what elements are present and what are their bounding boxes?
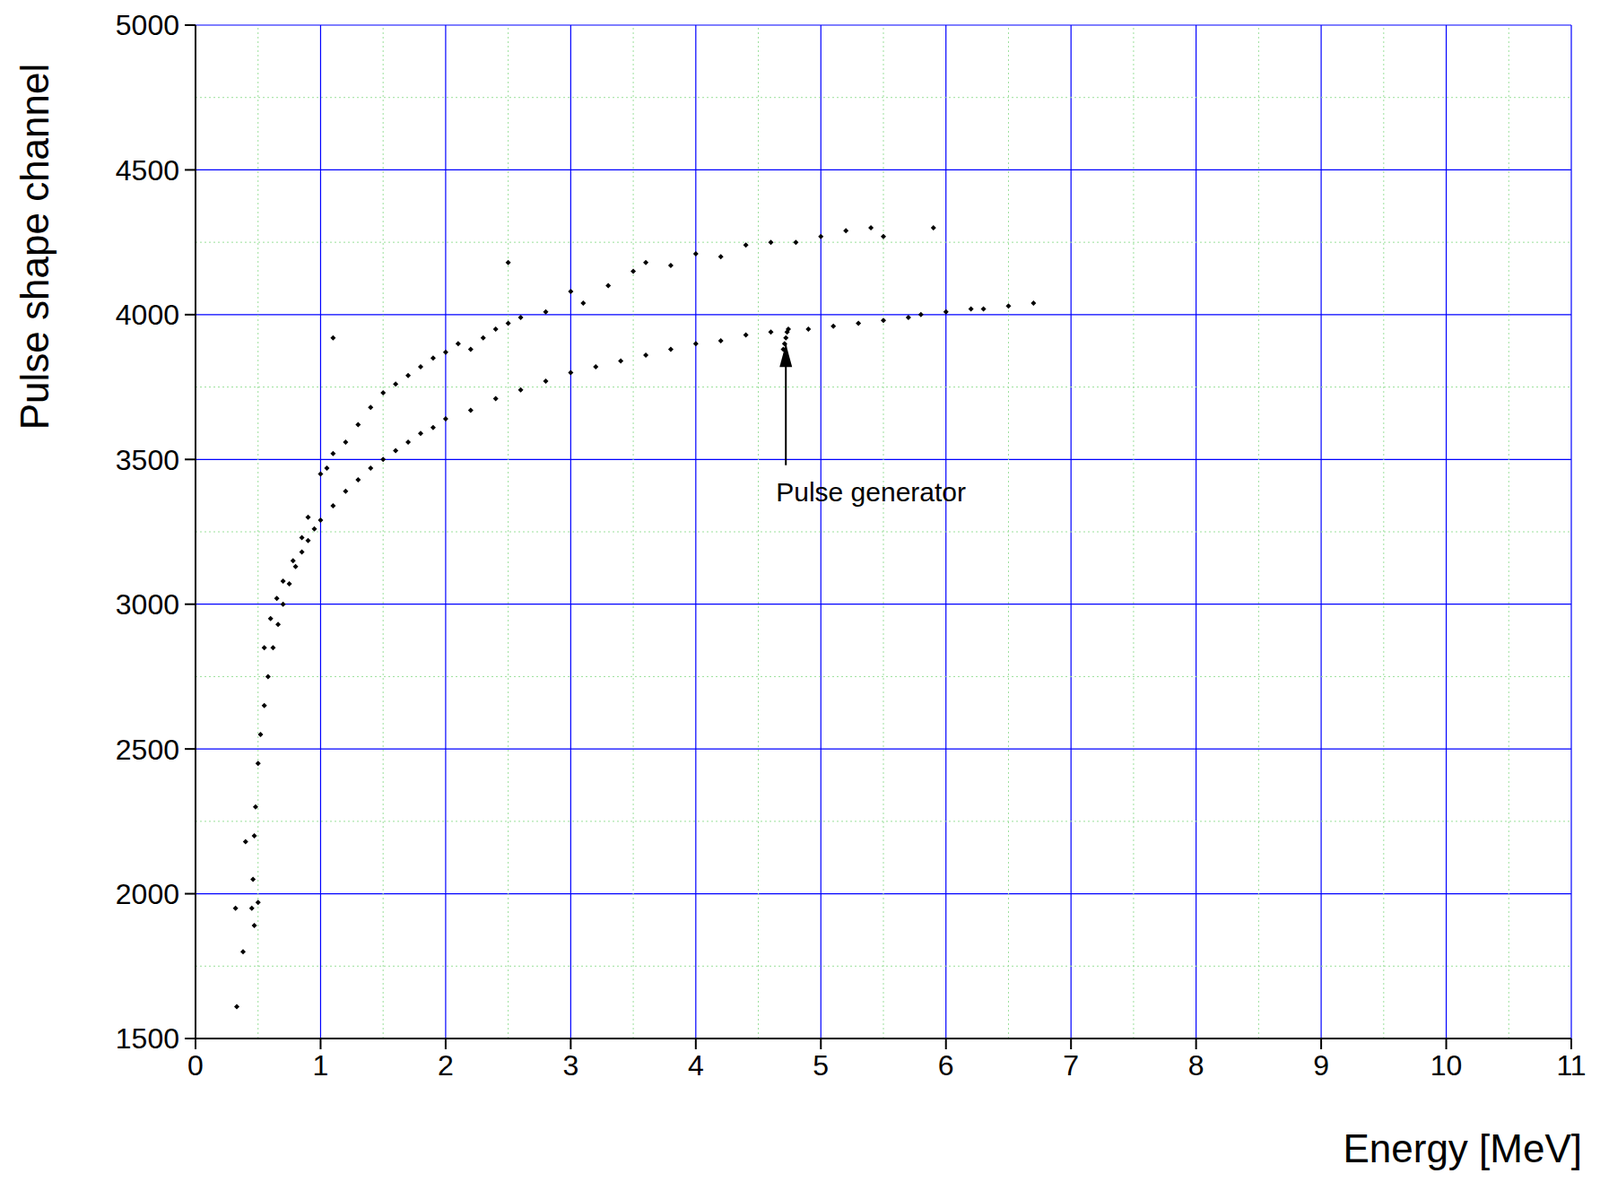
svg-text:7: 7	[1062, 1049, 1079, 1082]
svg-text:5000: 5000	[115, 8, 180, 42]
svg-text:6: 6	[938, 1049, 955, 1082]
svg-text:2: 2	[437, 1049, 454, 1082]
svg-text:8: 8	[1188, 1049, 1205, 1082]
svg-text:3: 3	[562, 1049, 579, 1082]
svg-text:1: 1	[313, 1049, 330, 1082]
svg-text:0: 0	[187, 1049, 204, 1082]
svg-text:2000: 2000	[115, 878, 180, 911]
svg-text:4500: 4500	[115, 154, 180, 187]
svg-text:Energy [MeV]: Energy [MeV]	[1342, 1126, 1583, 1171]
svg-text:3500: 3500	[115, 443, 180, 477]
svg-text:10: 10	[1430, 1049, 1463, 1082]
svg-text:5: 5	[812, 1049, 829, 1082]
svg-text:9: 9	[1313, 1049, 1330, 1082]
svg-text:Pulse shape channel: Pulse shape channel	[12, 63, 57, 431]
svg-text:1500: 1500	[115, 1022, 180, 1055]
svg-text:4: 4	[687, 1049, 705, 1082]
svg-text:Pulse generator: Pulse generator	[775, 477, 966, 507]
svg-text:2500: 2500	[115, 733, 180, 766]
svg-text:11: 11	[1556, 1049, 1586, 1082]
svg-text:4000: 4000	[115, 298, 180, 331]
svg-text:3000: 3000	[115, 588, 180, 621]
